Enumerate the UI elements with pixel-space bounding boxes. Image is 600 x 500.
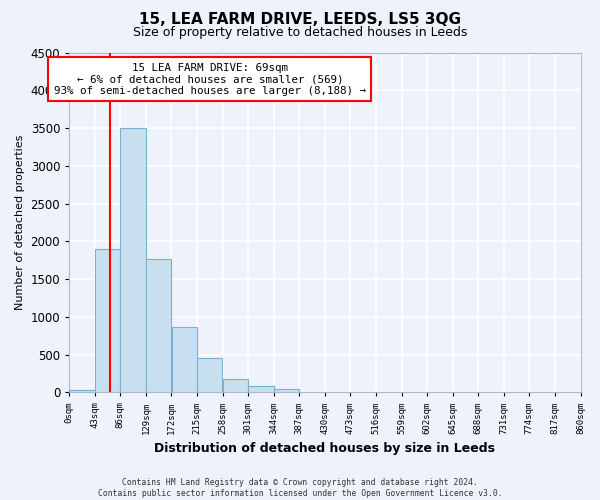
X-axis label: Distribution of detached houses by size in Leeds: Distribution of detached houses by size … <box>154 442 496 455</box>
Bar <box>197 358 223 392</box>
Text: Contains HM Land Registry data © Crown copyright and database right 2024.
Contai: Contains HM Land Registry data © Crown c… <box>98 478 502 498</box>
Bar <box>146 260 172 392</box>
Bar <box>70 390 95 392</box>
Y-axis label: Number of detached properties: Number of detached properties <box>15 135 25 310</box>
Text: 15, LEA FARM DRIVE, LEEDS, LS5 3QG: 15, LEA FARM DRIVE, LEEDS, LS5 3QG <box>139 12 461 28</box>
Bar <box>95 249 120 392</box>
Text: 15 LEA FARM DRIVE: 69sqm
← 6% of detached houses are smaller (569)
93% of semi-d: 15 LEA FARM DRIVE: 69sqm ← 6% of detache… <box>54 62 366 96</box>
Text: Size of property relative to detached houses in Leeds: Size of property relative to detached ho… <box>133 26 467 39</box>
Bar <box>248 386 274 392</box>
Bar <box>121 128 146 392</box>
Bar <box>172 328 197 392</box>
Bar <box>223 379 248 392</box>
Bar <box>274 390 299 392</box>
